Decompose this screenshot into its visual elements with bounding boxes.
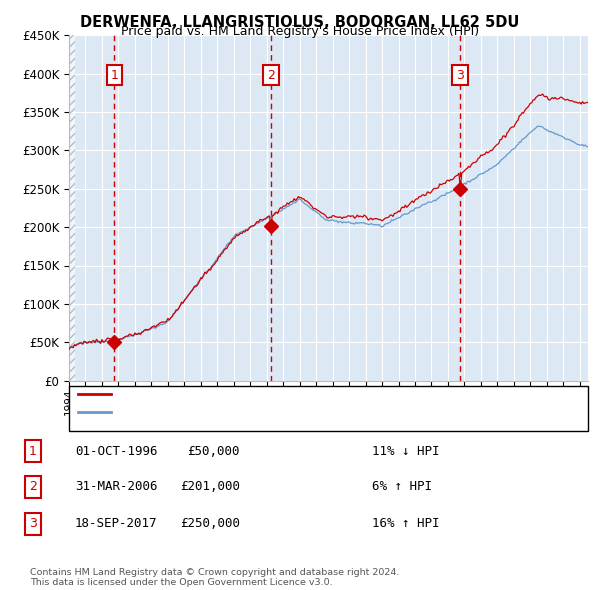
Text: DERWENFA, LLANGRISTIOLUS, BODORGAN, LL62 5DU (detached house): DERWENFA, LLANGRISTIOLUS, BODORGAN, LL62… bbox=[117, 389, 517, 399]
Text: 31-MAR-2006: 31-MAR-2006 bbox=[75, 480, 157, 493]
Text: 01-OCT-1996: 01-OCT-1996 bbox=[75, 445, 157, 458]
Text: 2: 2 bbox=[29, 480, 37, 493]
Text: 1: 1 bbox=[29, 445, 37, 458]
Text: Price paid vs. HM Land Registry's House Price Index (HPI): Price paid vs. HM Land Registry's House … bbox=[121, 25, 479, 38]
Text: HPI: Average price, detached house, Isle of Anglesey: HPI: Average price, detached house, Isle… bbox=[117, 407, 411, 417]
Text: 3: 3 bbox=[456, 68, 464, 81]
Text: 1: 1 bbox=[110, 68, 118, 81]
Text: 6% ↑ HPI: 6% ↑ HPI bbox=[372, 480, 432, 493]
Text: 2: 2 bbox=[267, 68, 275, 81]
Text: 3: 3 bbox=[29, 517, 37, 530]
Text: £250,000: £250,000 bbox=[180, 517, 240, 530]
Text: 18-SEP-2017: 18-SEP-2017 bbox=[75, 517, 157, 530]
Text: 16% ↑ HPI: 16% ↑ HPI bbox=[372, 517, 439, 530]
Text: DERWENFA, LLANGRISTIOLUS, BODORGAN, LL62 5DU: DERWENFA, LLANGRISTIOLUS, BODORGAN, LL62… bbox=[80, 15, 520, 30]
Text: £50,000: £50,000 bbox=[187, 445, 240, 458]
Text: Contains HM Land Registry data © Crown copyright and database right 2024.
This d: Contains HM Land Registry data © Crown c… bbox=[30, 568, 400, 587]
Text: 11% ↓ HPI: 11% ↓ HPI bbox=[372, 445, 439, 458]
Bar bbox=[69, 35, 75, 381]
Text: £201,000: £201,000 bbox=[180, 480, 240, 493]
